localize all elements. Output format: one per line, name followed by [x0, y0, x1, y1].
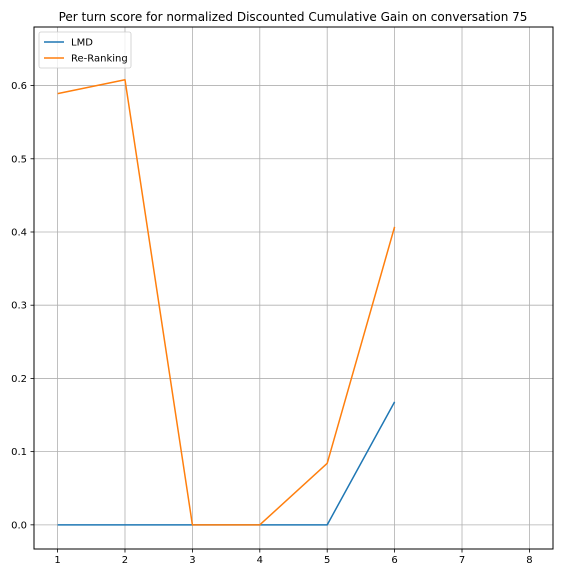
series-line-0	[57, 401, 396, 526]
y-tick-label: 0.2	[11, 374, 27, 385]
x-tick-label: 7	[459, 555, 465, 566]
y-tick-label: 0.5	[11, 154, 27, 165]
chart-title: Per turn score for normalized Discounted…	[59, 10, 528, 24]
x-tick-label: 3	[189, 555, 195, 566]
y-tick-label: 0.3	[11, 301, 27, 312]
x-tick-label: 1	[54, 555, 60, 566]
y-tick-label: 0.4	[11, 227, 27, 238]
x-axis: 1 2 3 4 5 6 7 8	[54, 549, 533, 566]
plot-area-frame	[33, 26, 554, 550]
legend: LMD Re-Ranking	[38, 31, 132, 69]
y-tick-label: 0.6	[11, 81, 27, 92]
legend-box	[38, 31, 132, 69]
legend-label: LMD	[71, 38, 93, 49]
x-tick-label: 8	[526, 555, 532, 566]
series-lines	[57, 78, 396, 526]
x-tick-label: 4	[257, 555, 263, 566]
grid-lines	[34, 27, 553, 549]
x-tick-label: 5	[324, 555, 330, 566]
y-axis: 0.0 0.1 0.2 0.3 0.4 0.5 0.6	[11, 81, 34, 531]
x-tick-label: 2	[122, 555, 128, 566]
series-line-1	[57, 78, 396, 526]
y-tick-label: 0.0	[11, 520, 27, 531]
x-tick-label: 6	[391, 555, 397, 566]
legend-label: Re-Ranking	[71, 54, 128, 65]
y-tick-label: 0.1	[11, 447, 27, 458]
